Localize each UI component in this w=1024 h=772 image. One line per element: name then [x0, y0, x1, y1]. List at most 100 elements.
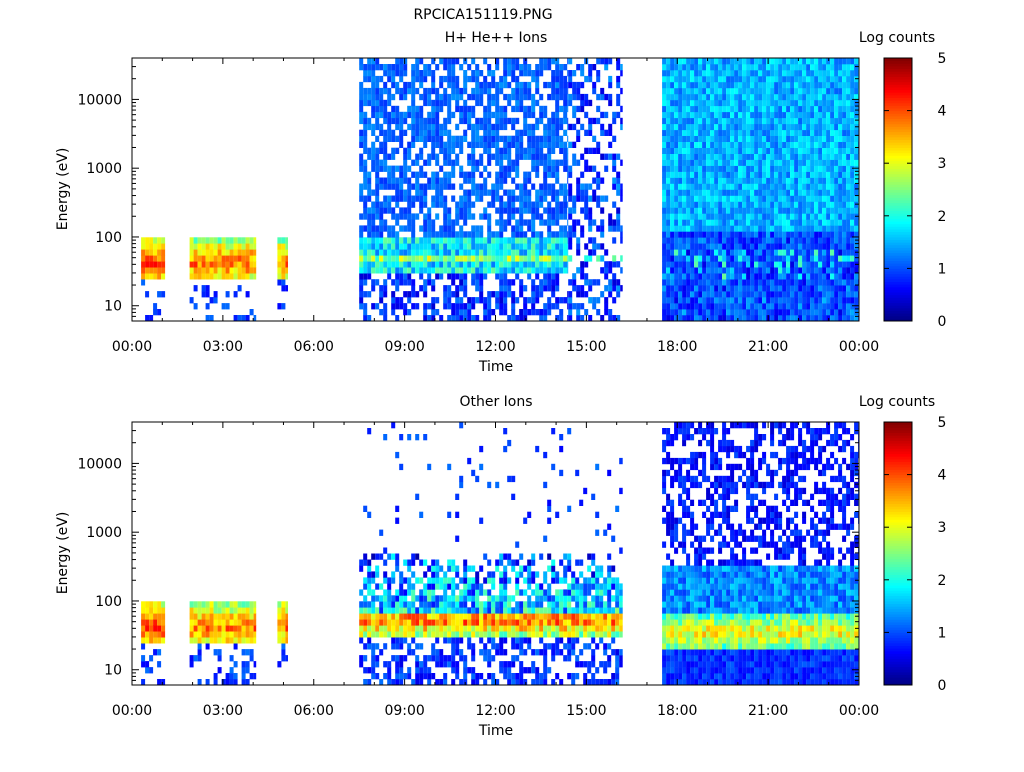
heatmap-cell — [830, 196, 834, 202]
heatmap-cell — [822, 124, 826, 130]
heatmap-cell — [690, 160, 694, 166]
heatmap-cell — [519, 190, 523, 196]
heatmap-cell — [674, 88, 678, 94]
heatmap-cell — [798, 124, 802, 130]
heatmap-cell — [567, 297, 568, 303]
heatmap-cell — [742, 219, 746, 225]
heatmap-cell — [616, 261, 620, 267]
heatmap-cell — [391, 207, 395, 213]
heatmap-cell — [810, 291, 814, 297]
heatmap-cell — [834, 255, 838, 261]
heatmap-cell — [670, 267, 674, 273]
heatmap-cell — [802, 82, 806, 88]
heatmap-cell — [499, 273, 503, 279]
heatmap-cell — [742, 213, 746, 219]
heatmap-cell — [678, 154, 682, 160]
heatmap-cell — [722, 154, 726, 160]
heatmap-cell — [435, 213, 439, 219]
heatmap-cell — [742, 106, 746, 112]
heatmap-cell — [778, 160, 782, 166]
heatmap-cell — [746, 303, 750, 309]
heatmap-cell — [826, 118, 830, 124]
heatmap-cell — [403, 178, 407, 184]
heatmap-cell — [551, 261, 555, 267]
heatmap-cell — [399, 273, 403, 279]
heatmap-cell — [850, 148, 854, 154]
heatmap-cell — [818, 58, 822, 64]
heatmap-cell — [604, 130, 608, 136]
heatmap-cell — [407, 202, 411, 208]
heatmap-cell — [690, 130, 694, 136]
heatmap-cell — [431, 106, 435, 112]
heatmap-cell — [531, 154, 535, 160]
heatmap-cell — [455, 58, 459, 64]
heatmap-cell — [483, 190, 487, 196]
heatmap-cell — [431, 267, 435, 273]
heatmap-cell — [495, 112, 499, 118]
heatmap-cell — [730, 70, 734, 76]
heatmap-cell — [503, 154, 507, 160]
heatmap-cell — [754, 148, 758, 154]
heatmap-cell — [371, 577, 375, 583]
heatmap-cell — [447, 267, 451, 273]
heatmap-cell — [810, 148, 814, 154]
heatmap-cell — [491, 70, 495, 76]
heatmap-cell — [846, 112, 850, 118]
heatmap-cell — [662, 58, 666, 64]
heatmap-cell — [383, 184, 387, 190]
heatmap-cell — [666, 160, 670, 166]
heatmap-cell — [750, 291, 754, 297]
heatmap-cell — [722, 202, 726, 208]
heatmap-cell — [596, 297, 600, 303]
heatmap-cell — [511, 303, 515, 309]
heatmap-cell — [511, 309, 515, 315]
heatmap-cell — [730, 184, 734, 190]
heatmap-cell — [254, 637, 257, 643]
heatmap-cell — [754, 184, 758, 190]
heatmap-cell — [375, 58, 379, 64]
heatmap-cell — [367, 225, 371, 231]
heatmap-cell — [403, 130, 407, 136]
heatmap-cell — [710, 118, 714, 124]
heatmap-cell — [483, 88, 487, 94]
heatmap-cell — [423, 136, 427, 142]
heatmap-cell — [686, 118, 690, 124]
heatmap-cell — [786, 70, 790, 76]
heatmap-cell — [423, 190, 427, 196]
heatmap-cell — [547, 297, 551, 303]
heatmap-cell — [738, 202, 742, 208]
heatmap-cell — [810, 225, 814, 231]
heatmap-cell — [383, 571, 387, 577]
heatmap-cell — [503, 76, 507, 82]
heatmap-cell — [722, 303, 726, 309]
heatmap-cell — [600, 88, 604, 94]
heatmap-cell — [588, 184, 592, 190]
heatmap-cell — [503, 285, 507, 291]
heatmap-cell — [359, 589, 363, 595]
heatmap-cell — [662, 112, 666, 118]
heatmap-cell — [830, 148, 834, 154]
heatmap-cell — [479, 291, 483, 297]
heatmap-cell — [770, 142, 774, 148]
heatmap-cell — [379, 249, 383, 255]
heatmap-cell — [555, 213, 559, 219]
heatmap-cell — [842, 315, 846, 321]
heatmap-cell — [810, 207, 814, 213]
heatmap-cell — [250, 655, 254, 661]
heatmap-cell — [572, 207, 576, 213]
heatmap-cell — [443, 261, 447, 267]
heatmap-cell — [790, 64, 794, 70]
heatmap-cell — [766, 273, 770, 279]
heatmap-cell — [798, 100, 802, 106]
heatmap-cell — [555, 285, 559, 291]
heatmap-cell — [487, 142, 491, 148]
heatmap-cell — [738, 82, 742, 88]
heatmap-cell — [734, 94, 738, 100]
heatmap-cell — [674, 303, 678, 309]
heatmap-cell — [431, 243, 435, 249]
heatmap-cell — [686, 315, 690, 321]
heatmap-cell — [742, 64, 746, 70]
heatmap-cell — [535, 297, 539, 303]
heatmap-cell — [702, 196, 706, 202]
heatmap-cell — [375, 231, 379, 237]
